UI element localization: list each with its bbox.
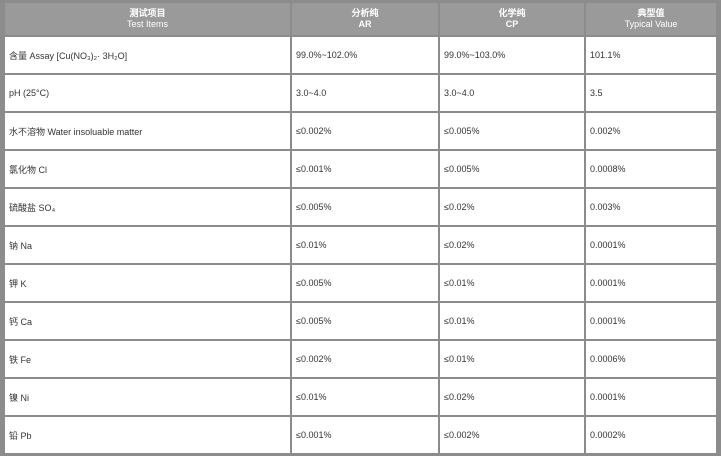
table-row: 钙 Ca ≤0.005% ≤0.01% 0.0001% xyxy=(5,303,716,341)
cell-ar: 3.0~4.0 xyxy=(292,75,440,113)
header-ar: 分析纯 AR xyxy=(292,3,440,37)
cell-cp: ≤0.02% xyxy=(440,227,586,265)
cell-typical: 0.0001% xyxy=(586,265,716,303)
cell-ar: ≤0.01% xyxy=(292,379,440,417)
cell-cp: ≤0.02% xyxy=(440,189,586,227)
table-row: 硫酸盐 SO₄ ≤0.005% ≤0.02% 0.003% xyxy=(5,189,716,227)
cell-typical: 0.0006% xyxy=(586,341,716,379)
cell-typical: 3.5 xyxy=(586,75,716,113)
cell-item: 钾 K xyxy=(5,265,292,303)
cell-item: 铁 Fe xyxy=(5,341,292,379)
cell-typical: 0.003% xyxy=(586,189,716,227)
cell-ar: ≤0.001% xyxy=(292,417,440,453)
table-row: 含量 Assay [Cu(NO₃)₂· 3H₂O] 99.0%~102.0% 99.… xyxy=(5,37,716,75)
header-en: Typical Value xyxy=(624,19,678,29)
cell-typical: 0.0001% xyxy=(586,379,716,417)
header-test-items: 测试项目 Test Items xyxy=(5,3,292,37)
header-cn: 分析纯 xyxy=(351,8,379,18)
table-row: 钠 Na ≤0.01% ≤0.02% 0.0001% xyxy=(5,227,716,265)
cell-item: 镍 Ni xyxy=(5,379,292,417)
cell-ar: ≤0.001% xyxy=(292,151,440,189)
header-cp: 化学纯 CP xyxy=(440,3,586,37)
cell-ar: ≤0.01% xyxy=(292,227,440,265)
cell-item: 水不溶物 Water insoluable matter xyxy=(5,113,292,151)
header-typical: 典型值 Typical Value xyxy=(586,3,716,37)
header-en: AR xyxy=(358,19,372,29)
cell-cp: ≤0.01% xyxy=(440,303,586,341)
cell-item: 钠 Na xyxy=(5,227,292,265)
cell-cp: ≤0.01% xyxy=(440,265,586,303)
cell-item: 钙 Ca xyxy=(5,303,292,341)
cell-typical: 0.0002% xyxy=(586,417,716,453)
cell-cp: ≤0.005% xyxy=(440,113,586,151)
cell-item: 铅 Pb xyxy=(5,417,292,453)
cell-cp: ≤0.002% xyxy=(440,417,586,453)
header-en: CP xyxy=(505,19,519,29)
cell-ar: ≤0.002% xyxy=(292,341,440,379)
table-row: 铅 Pb ≤0.001% ≤0.002% 0.0002% xyxy=(5,417,716,453)
table-row: 钾 K ≤0.005% ≤0.01% 0.0001% xyxy=(5,265,716,303)
cell-ar: ≤0.005% xyxy=(292,265,440,303)
cell-item: 含量 Assay [Cu(NO₃)₂· 3H₂O] xyxy=(5,37,292,75)
header-cn: 典型值 xyxy=(637,8,665,18)
cell-typical: 0.0008% xyxy=(586,151,716,189)
cell-cp: 3.0~4.0 xyxy=(440,75,586,113)
cell-ar: ≤0.005% xyxy=(292,303,440,341)
cell-typical: 0.0001% xyxy=(586,227,716,265)
cell-typical: 101.1% xyxy=(586,37,716,75)
cell-item: 氯化物 Cl xyxy=(5,151,292,189)
cell-item: 硫酸盐 SO₄ xyxy=(5,189,292,227)
table-row: 氯化物 Cl ≤0.001% ≤0.005% 0.0008% xyxy=(5,151,716,189)
table-row: 水不溶物 Water insoluable matter ≤0.002% ≤0.00… xyxy=(5,113,716,151)
table-row: 铁 Fe ≤0.002% ≤0.01% 0.0006% xyxy=(5,341,716,379)
cell-typical: 0.0001% xyxy=(586,303,716,341)
table-row: pH (25°C) 3.0~4.0 3.0~4.0 3.5 xyxy=(5,75,716,113)
cell-ar: ≤0.002% xyxy=(292,113,440,151)
header-cn: 化学纯 xyxy=(498,8,526,18)
cell-item: pH (25°C) xyxy=(5,75,292,113)
cell-ar: 99.0%~102.0% xyxy=(292,37,440,75)
header-en: Test Items xyxy=(126,19,168,29)
cell-typical: 0.002% xyxy=(586,113,716,151)
cell-cp: ≤0.005% xyxy=(440,151,586,189)
cell-cp: ≤0.02% xyxy=(440,379,586,417)
cell-cp: 99.0%~103.0% xyxy=(440,37,586,75)
cell-ar: ≤0.005% xyxy=(292,189,440,227)
header-cn: 测试项目 xyxy=(129,8,166,18)
header-row: 测试项目 Test Items 分析纯 AR 化学纯 CP 典型值 Typical Va… xyxy=(5,3,716,37)
table-row: 镍 Ni ≤0.01% ≤0.02% 0.0001% xyxy=(5,379,716,417)
cell-cp: ≤0.01% xyxy=(440,341,586,379)
